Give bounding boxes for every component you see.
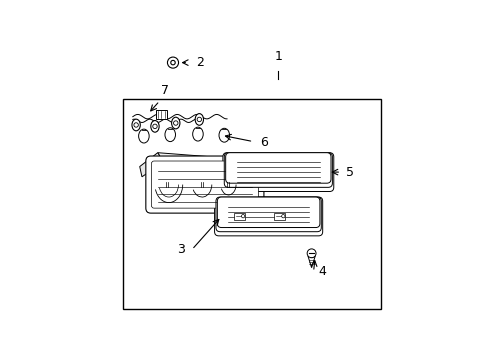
Circle shape [152,124,157,129]
Ellipse shape [150,121,159,132]
Circle shape [241,215,244,218]
FancyBboxPatch shape [224,153,332,187]
Circle shape [173,121,178,125]
Bar [156,110,167,118]
Ellipse shape [195,114,203,125]
Polygon shape [307,256,315,268]
FancyBboxPatch shape [217,197,319,228]
Text: 1: 1 [274,50,282,63]
Ellipse shape [192,127,203,141]
Text: 3: 3 [177,243,184,256]
Text: 6: 6 [260,136,267,149]
Circle shape [306,249,315,258]
Circle shape [281,215,285,218]
Text: 2: 2 [196,56,204,69]
Circle shape [134,123,138,127]
Polygon shape [140,153,163,177]
Ellipse shape [138,129,149,143]
Bar [123,99,380,309]
Circle shape [167,57,178,68]
Text: 4: 4 [318,265,325,278]
FancyBboxPatch shape [145,156,264,213]
Text: 5: 5 [346,166,353,179]
Ellipse shape [219,128,229,142]
Ellipse shape [132,119,140,131]
Bar [233,213,244,220]
FancyBboxPatch shape [214,197,322,236]
Bar [274,213,284,220]
FancyBboxPatch shape [223,153,333,192]
Circle shape [197,117,201,122]
FancyBboxPatch shape [225,153,330,183]
Ellipse shape [164,128,175,141]
Polygon shape [158,153,269,170]
Text: 7: 7 [160,84,168,97]
Circle shape [170,60,175,65]
FancyBboxPatch shape [216,197,321,232]
FancyBboxPatch shape [151,161,258,208]
Ellipse shape [171,117,180,129]
